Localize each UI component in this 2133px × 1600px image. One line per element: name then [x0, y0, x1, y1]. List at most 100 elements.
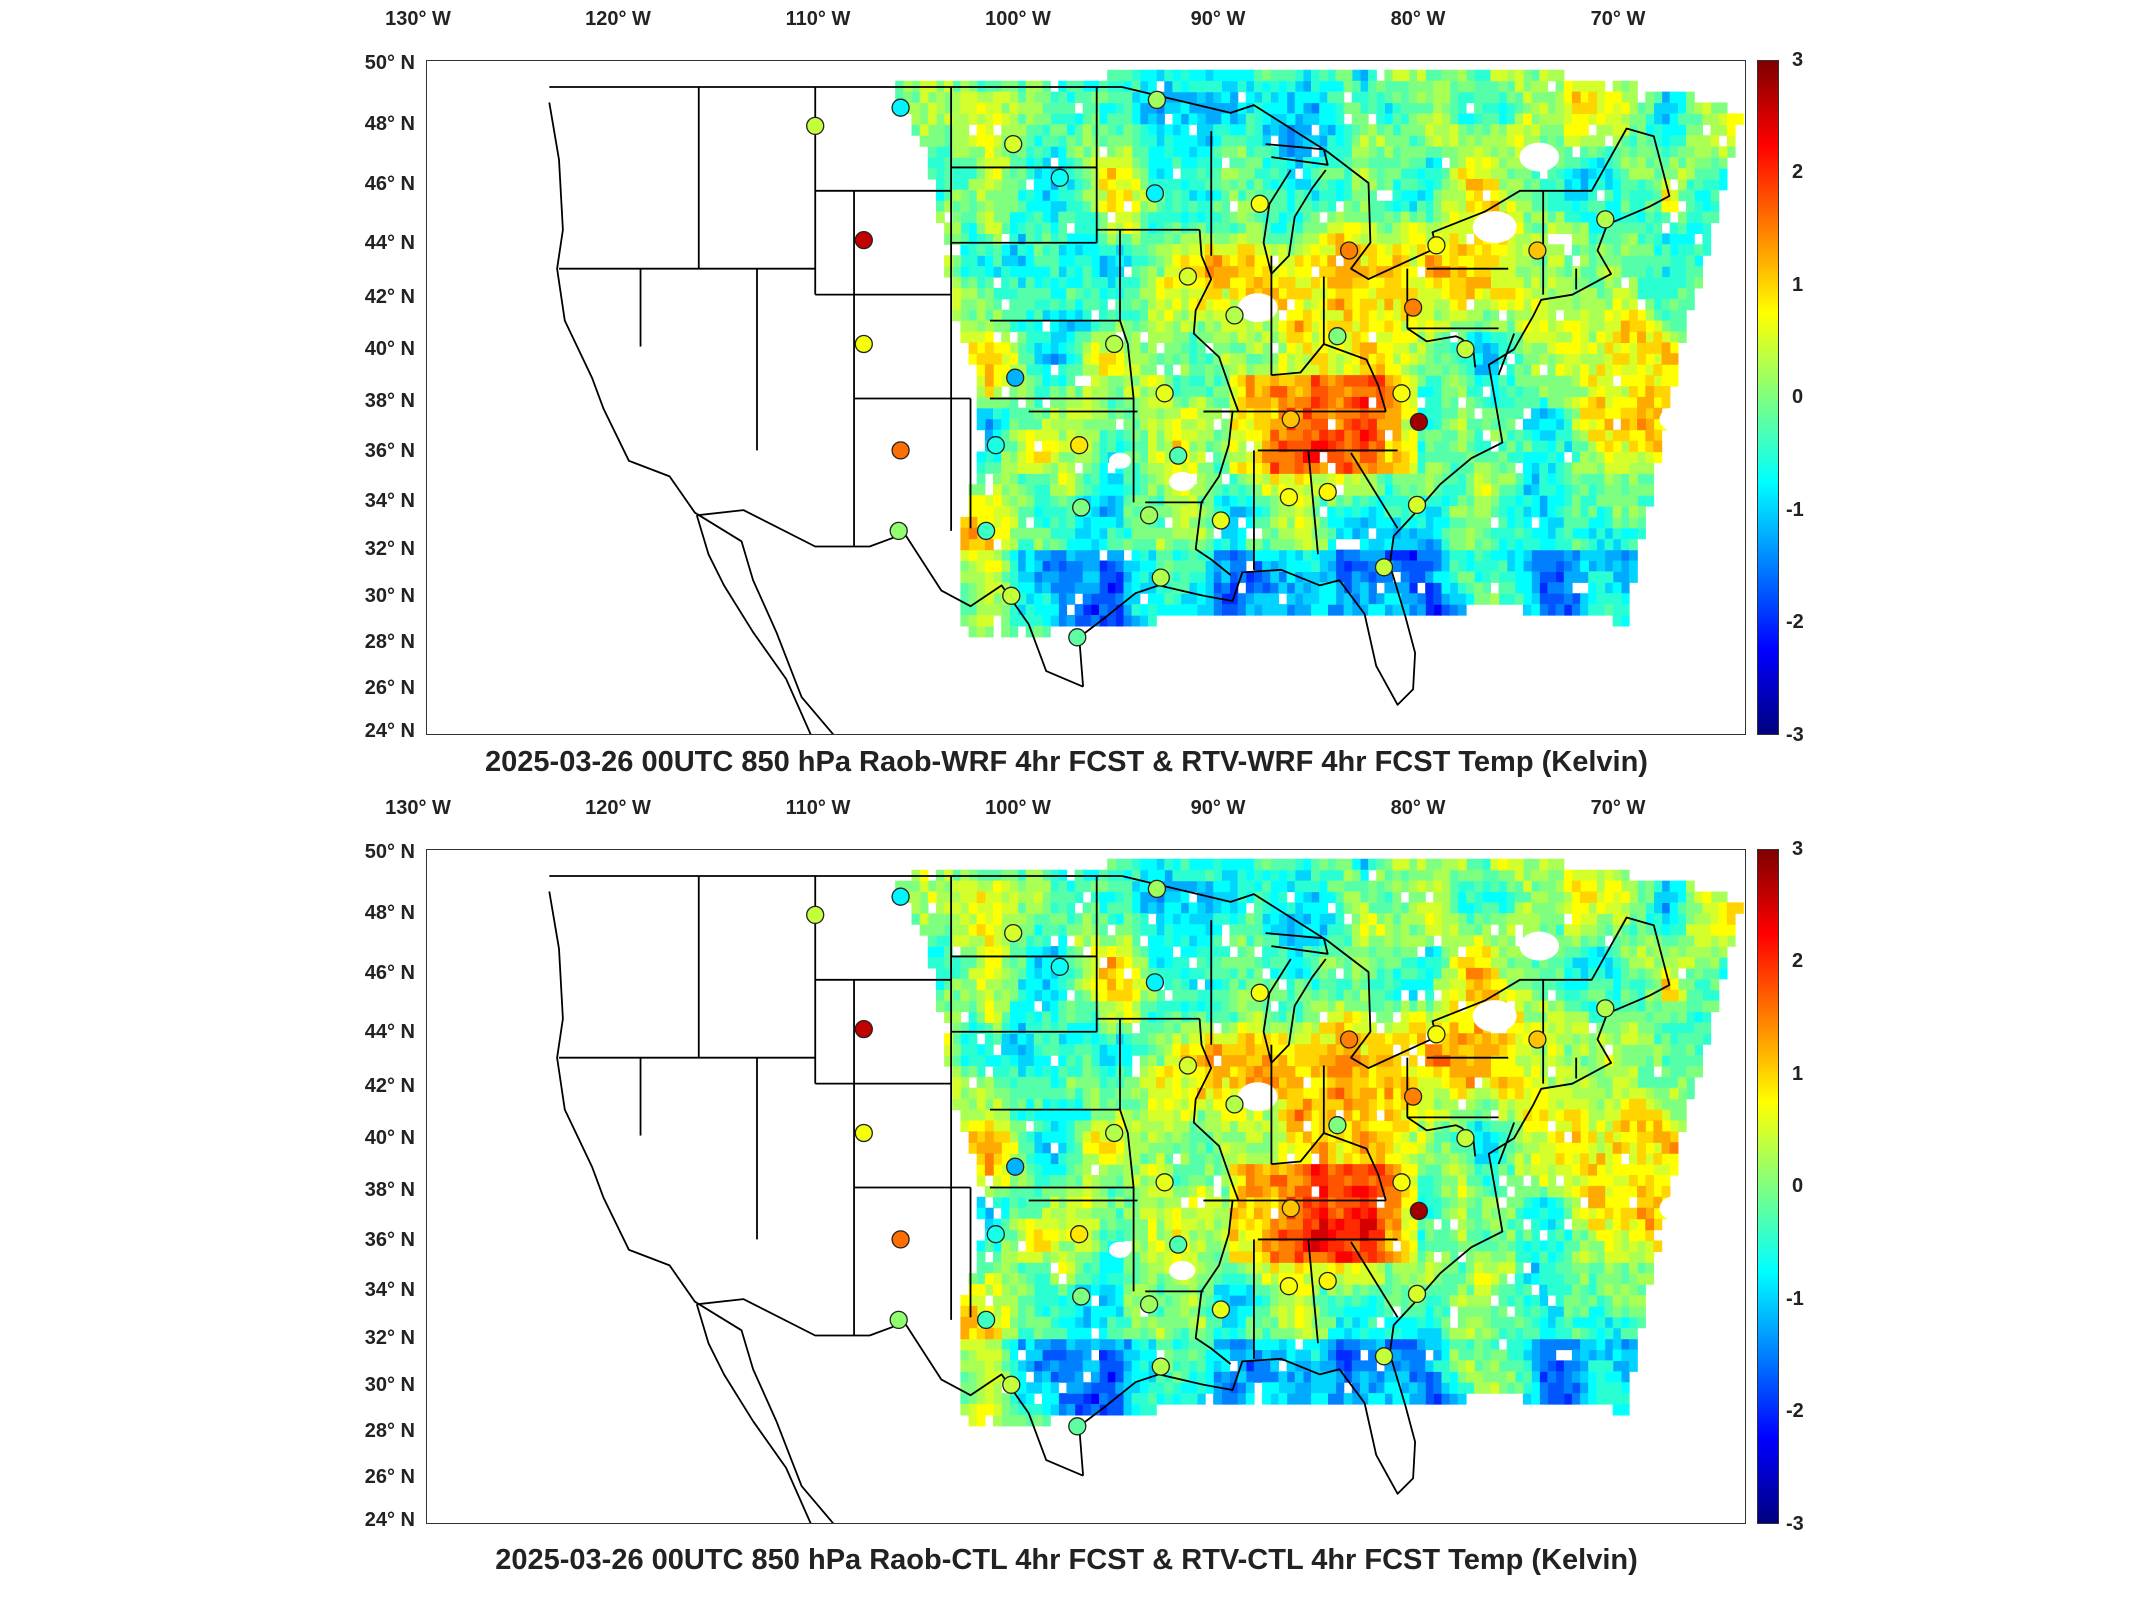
- cloud-gap: [1472, 211, 1517, 244]
- raob-station-marker: [1006, 368, 1025, 387]
- colorbar-tick: 1: [1792, 274, 1804, 296]
- lon-tick: 80° W: [1390, 797, 1446, 819]
- raob-station-marker: [806, 905, 825, 925]
- raob-station-marker: [1155, 1173, 1174, 1192]
- lat-tick: 36° N: [364, 440, 415, 462]
- raob-station-marker: [1456, 1129, 1475, 1148]
- lat-tick: 26° N: [364, 677, 415, 699]
- lat-tick: 32° N: [364, 538, 415, 560]
- raob-station-marker: [1155, 384, 1174, 403]
- raob-station-marker: [986, 436, 1005, 455]
- raob-station-marker: [1374, 558, 1394, 577]
- raob-station-marker: [1409, 1201, 1429, 1221]
- raob-station-marker: [806, 116, 825, 136]
- raob-station-marker: [1596, 999, 1615, 1018]
- raob-stations: [806, 879, 1615, 1436]
- raob-station-marker: [1070, 436, 1089, 455]
- lat-tick: 30° N: [364, 585, 415, 607]
- lat-tick: 46° N: [364, 173, 415, 195]
- raob-station-marker: [889, 521, 908, 541]
- lon-tick: 100° W: [985, 797, 1051, 819]
- lat-tick: 36° N: [364, 1229, 415, 1251]
- raob-station-marker: [1427, 1025, 1446, 1044]
- raob-station-marker: [1281, 1199, 1300, 1218]
- lat-tick: 28° N: [364, 1420, 415, 1442]
- raob-stations: [806, 90, 1615, 647]
- cloud-gap: [1238, 1082, 1278, 1112]
- raob-station-marker: [1407, 495, 1427, 515]
- cloud-gap: [1168, 471, 1196, 492]
- raob-station-marker: [986, 1225, 1005, 1244]
- raob-station-marker: [1050, 957, 1069, 976]
- cloud-gap: [1109, 1241, 1131, 1258]
- raob-station-marker: [1050, 168, 1069, 187]
- state-outlines: [548, 86, 1671, 734]
- raob-station-marker: [1070, 1225, 1089, 1244]
- map-frame: [426, 849, 1746, 1524]
- lat-tick: 34° N: [364, 490, 415, 512]
- lat-tick: 40° N: [364, 1127, 415, 1149]
- raob-station-marker: [1374, 1347, 1394, 1366]
- raob-station-marker: [1279, 488, 1299, 507]
- panel-raob-ctl: 130° W 120° W 110° W 100° W 90° W 80° W …: [0, 790, 2133, 1600]
- cloud-gap: [1659, 1195, 1695, 1222]
- cloud-gap: [1519, 142, 1560, 172]
- raob-station-marker: [1068, 628, 1087, 647]
- raob-station-marker: [1409, 412, 1429, 432]
- raob-station-marker: [1169, 1235, 1188, 1254]
- raob-station-marker: [1178, 267, 1198, 286]
- raob-station-marker: [1169, 446, 1188, 465]
- lat-tick: 44° N: [364, 1021, 415, 1043]
- raob-station-marker: [1392, 1173, 1411, 1192]
- lat-tick: 38° N: [364, 1179, 415, 1201]
- raob-station-marker: [1339, 1030, 1359, 1049]
- raob-station-marker: [1147, 879, 1167, 899]
- raob-station-marker: [891, 98, 910, 117]
- raob-station-marker: [1407, 1284, 1427, 1304]
- lat-tick: 46° N: [364, 962, 415, 984]
- cloud-gap: [1238, 293, 1278, 323]
- map-frame: [426, 60, 1746, 735]
- lat-tick: 38° N: [364, 390, 415, 412]
- lat-tick: 26° N: [364, 1466, 415, 1488]
- raob-station-marker: [854, 230, 873, 250]
- lat-tick: 42° N: [364, 1075, 415, 1097]
- raob-station-marker: [1596, 210, 1615, 229]
- raob-station-marker: [1145, 184, 1165, 203]
- raob-station-marker: [1427, 236, 1446, 255]
- colorbar-tick: 0: [1792, 386, 1804, 408]
- raob-station-marker: [1211, 1300, 1231, 1319]
- raob-station-marker: [1328, 327, 1347, 346]
- lon-tick: 110° W: [785, 8, 851, 30]
- raob-station-marker: [1139, 1295, 1159, 1314]
- raob-station-marker: [1318, 482, 1337, 502]
- lon-tick: 70° W: [1590, 797, 1646, 819]
- lat-tick: 50° N: [364, 841, 415, 863]
- colorbar-tick: 3: [1792, 838, 1804, 860]
- lat-tick: 50° N: [364, 52, 415, 74]
- raob-station-marker: [889, 1310, 908, 1330]
- lat-tick: 40° N: [364, 338, 415, 360]
- lon-tick: 120° W: [585, 797, 651, 819]
- raob-station-marker: [1002, 586, 1021, 605]
- colorbar-tick: 3: [1792, 49, 1804, 71]
- raob-station-marker: [1004, 134, 1023, 154]
- raob-station-marker: [976, 521, 996, 541]
- lon-tick: 90° W: [1190, 8, 1246, 30]
- colorbar-tick: 2: [1792, 161, 1804, 183]
- raob-station-marker: [1392, 384, 1411, 403]
- lon-tick: 80° W: [1390, 8, 1446, 30]
- raob-station-marker: [891, 441, 910, 460]
- raob-station-marker: [1147, 90, 1167, 110]
- colorbar-tick: -1: [1786, 1288, 1804, 1310]
- cloud-gap: [1659, 406, 1695, 433]
- raob-station-marker: [891, 887, 910, 906]
- colorbar-tick: -3: [1786, 1513, 1804, 1535]
- raob-station-marker: [1105, 1123, 1124, 1143]
- raob-station-marker: [1002, 1375, 1021, 1394]
- colorbar: [1757, 60, 1779, 735]
- lat-tick: 44° N: [364, 232, 415, 254]
- panel-raob-wrf: 130° W 120° W 110° W 100° W 90° W 80° W …: [364, 8, 1804, 778]
- lat-tick: 24° N: [364, 720, 415, 742]
- raob-station-marker: [1105, 334, 1124, 354]
